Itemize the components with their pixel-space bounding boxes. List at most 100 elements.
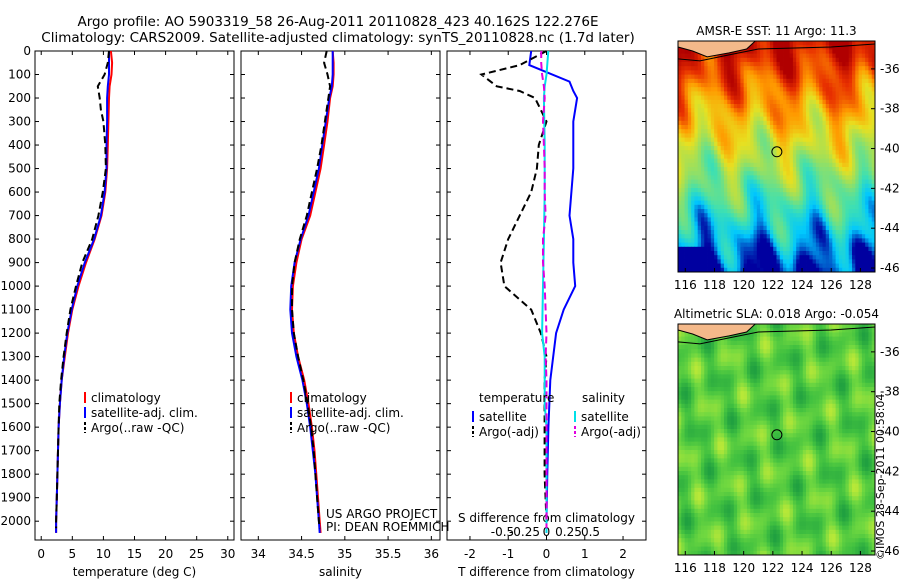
sst-cell xyxy=(776,112,781,117)
sla-cell xyxy=(819,332,823,337)
sst-cell xyxy=(704,200,708,206)
sst-cell xyxy=(691,158,695,164)
sst-cell xyxy=(861,221,866,227)
sst-cell xyxy=(756,95,761,101)
sst-cell xyxy=(829,200,833,206)
sst-cell xyxy=(819,150,823,155)
sst-cell xyxy=(868,74,873,80)
sla-cell xyxy=(743,361,748,367)
sst-cell xyxy=(730,112,735,117)
sla-cell xyxy=(871,366,876,371)
sla-cell xyxy=(737,361,741,367)
sla-cell xyxy=(812,349,817,354)
sst-cell xyxy=(678,95,682,101)
sst-cell xyxy=(773,57,777,63)
sst-cell xyxy=(743,125,748,130)
sst-cell xyxy=(776,175,781,180)
sst-cell xyxy=(756,133,761,138)
sst-cell xyxy=(868,204,873,210)
temp-legend-label: Argo(..raw -QC) xyxy=(91,421,184,435)
sst-cell xyxy=(743,116,748,122)
sst-cell xyxy=(763,204,768,210)
sla-cell xyxy=(691,366,695,371)
sla-cell xyxy=(776,370,781,375)
sla-cell xyxy=(819,336,823,342)
sla-cell xyxy=(756,395,761,400)
sst-cell xyxy=(806,196,810,201)
sst-cell xyxy=(852,192,856,197)
sst-cell xyxy=(802,108,807,113)
sst-cell xyxy=(681,167,685,172)
sla-cell xyxy=(868,412,873,417)
sla-cell xyxy=(871,399,876,405)
sla-cell xyxy=(779,374,784,379)
sst-cell xyxy=(792,200,797,206)
sst-cell xyxy=(838,74,843,80)
sst-cell xyxy=(806,221,810,227)
sst-cell xyxy=(750,91,754,96)
sst-cell xyxy=(710,83,715,88)
sla-cell xyxy=(727,357,731,363)
sst-cell xyxy=(684,91,689,96)
sst-cell xyxy=(737,53,741,59)
sst-cell xyxy=(720,217,725,222)
depth-tick-label: 1800 xyxy=(0,467,31,481)
sla-cell xyxy=(753,412,758,417)
sal-legend-label: Argo(..raw -QC) xyxy=(297,421,390,435)
sla-cell xyxy=(861,353,866,358)
sst-cell xyxy=(756,188,761,193)
sst-cell xyxy=(753,129,758,134)
sst-cell xyxy=(868,221,873,227)
sst-cell xyxy=(753,112,758,117)
sst-cell xyxy=(802,217,807,222)
sla-cell xyxy=(809,353,814,358)
sst-cell xyxy=(822,192,827,197)
sst-cell xyxy=(707,167,712,172)
sst-cell xyxy=(799,200,804,206)
sla-cell xyxy=(806,370,810,375)
sla-cell xyxy=(861,408,866,413)
sst-cell xyxy=(789,137,794,143)
sst-cell xyxy=(822,188,827,193)
sla-cell xyxy=(829,416,833,421)
sla-cell xyxy=(815,374,820,379)
sst-cell xyxy=(737,192,741,197)
sst-cell xyxy=(723,217,728,222)
sla-cell xyxy=(835,366,840,371)
sst-cell xyxy=(723,125,728,130)
sla-cell xyxy=(733,399,738,405)
sla-cell xyxy=(779,357,784,363)
sst-cell xyxy=(687,263,692,269)
sst-cell xyxy=(760,158,764,164)
sst-cell xyxy=(832,108,836,113)
sla-cell xyxy=(845,416,850,421)
sla-cell xyxy=(796,378,800,384)
sst-cell xyxy=(681,66,685,71)
sla-cell xyxy=(750,408,754,413)
sst-cell xyxy=(796,230,800,235)
sst-cell xyxy=(730,53,735,59)
sst-cell xyxy=(746,91,751,96)
sst-cell xyxy=(822,116,827,122)
sst-cell xyxy=(815,200,820,206)
sst-cell xyxy=(783,179,787,185)
sst-cell xyxy=(737,263,741,269)
sla-cell xyxy=(835,353,840,358)
sla-cell xyxy=(822,382,827,388)
sla-cell xyxy=(815,340,820,346)
sla-cell xyxy=(776,382,781,388)
sla-cell xyxy=(825,395,830,400)
sst-cell xyxy=(766,204,771,210)
sst-cell xyxy=(789,158,794,164)
sla-cell xyxy=(740,374,745,379)
sst-cell xyxy=(802,175,807,180)
sla-cell xyxy=(730,361,735,367)
sst-cell xyxy=(746,133,751,138)
sst-cell xyxy=(838,150,843,155)
sst-cell xyxy=(737,255,741,260)
sst-cell xyxy=(684,158,689,164)
sst-cell xyxy=(855,183,859,189)
sst-cell xyxy=(871,45,876,50)
sst-cell xyxy=(727,154,731,159)
